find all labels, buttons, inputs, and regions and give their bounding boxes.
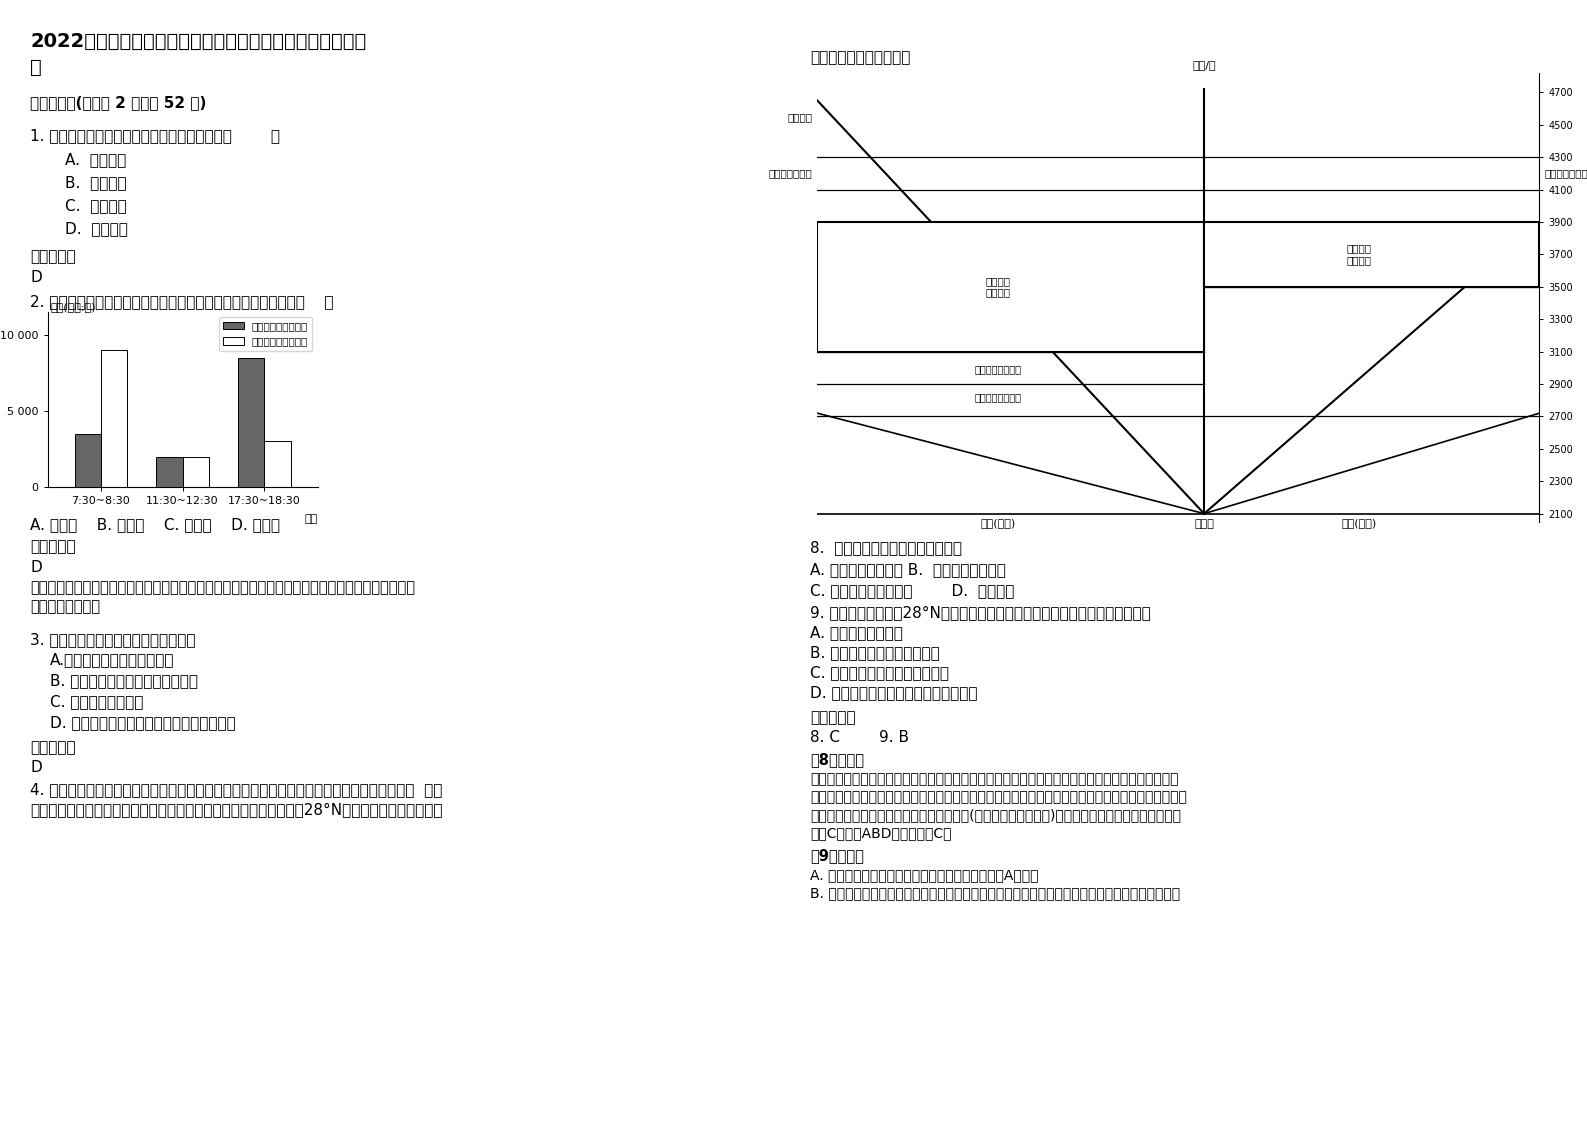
Text: 3. 有关我国气温分布的说法，正确的是: 3. 有关我国气温分布的说法，正确的是 [30, 632, 195, 647]
Text: 根据材料，横断山区出现植被逆向分布情况，常见更替顺序是乔木一灌木一草甸。据图可知，寒温带: 根据材料，横断山区出现植被逆向分布情况，常见更替顺序是乔木一灌木一草甸。据图可知… [809, 772, 1179, 785]
Text: D: D [30, 270, 41, 285]
Text: 8.  该地金沙江畔的自然植被可能是: 8. 该地金沙江畔的自然植被可能是 [809, 540, 962, 554]
Text: A. 海拔高，热量不足: A. 海拔高，热量不足 [809, 625, 903, 640]
Text: 寒温带暗
针叶林带: 寒温带暗 针叶林带 [1346, 243, 1371, 265]
Text: D.  西南季风: D. 西南季风 [65, 221, 129, 236]
Text: 人数(单位:人): 人数(单位:人) [51, 302, 95, 312]
Text: 寒温带暗
针叶林带: 寒温带暗 针叶林带 [986, 276, 1011, 297]
Text: 参考答案：: 参考答案： [30, 249, 76, 264]
Text: 金沙江: 金沙江 [1193, 519, 1214, 530]
Bar [265, 441, 290, 487]
Bar [238, 358, 265, 487]
Legend: 进入本区域的客运量, 离开本区域的客运量: 进入本区域的客运量, 离开本区域的客运量 [219, 318, 313, 351]
Text: D: D [30, 760, 41, 775]
Text: 【9题详解】: 【9题详解】 [809, 848, 863, 863]
Text: C.  西北季风: C. 西北季风 [65, 197, 127, 213]
Text: 及半湿润针叶林带: 及半湿润针叶林带 [974, 392, 1022, 402]
Text: 一、选择题(每小题 2 分，共 52 分): 一、选择题(每小题 2 分，共 52 分) [30, 95, 206, 110]
Text: 2022年福建省南平市来舟中学高二地理上学期期末试题含解: 2022年福建省南平市来舟中学高二地理上学期期末试题含解 [30, 33, 367, 50]
Text: C. 谷底河岸风力强劲，蒸发旺盛: C. 谷底河岸风力强劲，蒸发旺盛 [809, 664, 949, 680]
Text: 海拔/米: 海拔/米 [1192, 59, 1216, 70]
Bar [817, 222, 1205, 351]
Text: 4. 垂直地带性植被的常见更替顺序是乔木一灌木一草甸。但在个别山区却存在植被呈逆向更替  分布: 4. 垂直地带性植被的常见更替顺序是乔木一灌木一草甸。但在个别山区却存在植被呈逆… [30, 782, 443, 797]
Text: 布。读图完成下列小题。: 布。读图完成下列小题。 [809, 50, 911, 65]
Text: D. 远离海洋，深居内陆，水汽难以到达: D. 远离海洋，深居内陆，水汽难以到达 [809, 684, 978, 700]
Text: 2. 下图为某城市某区域日均公交客运量统计图，该区域最可能是（    ）: 2. 下图为某城市某区域日均公交客运量统计图，该区域最可能是（ ） [30, 294, 333, 309]
Text: 亚冰雪带: 亚冰雪带 [787, 112, 813, 121]
Text: 丛，C正确，ABD错误。故选C。: 丛，C正确，ABD错误。故选C。 [809, 826, 952, 839]
Text: A. 金沙江河谷地区，海拔低，气温高，热量充足，A错误；: A. 金沙江河谷地区，海拔低，气温高，热量充足，A错误； [809, 867, 1038, 882]
Text: 8. C        9. B: 8. C 9. B [809, 729, 909, 745]
Text: 1. 对南亚农业和河流汛期有重要影响的季风是（        ）: 1. 对南亚农业和河流汛期有重要影响的季风是（ ） [30, 128, 279, 142]
Text: 暖温带半干旱灌丛: 暖温带半干旱灌丛 [974, 365, 1022, 375]
Text: B.  东南季风: B. 东南季风 [65, 175, 127, 190]
Text: 逆向更替分布的情况，那么谷底金沙江河畔(温度更高、水分更少)最可能分布的是亚热带干旱小叶灌: 逆向更替分布的情况，那么谷底金沙江河畔(温度更高、水分更少)最可能分布的是亚热带… [809, 808, 1181, 821]
Bar [157, 457, 183, 487]
Text: C. 亚热带干旱小叶灌丛        D.  高山草甸: C. 亚热带干旱小叶灌丛 D. 高山草甸 [809, 582, 1014, 598]
Text: A. 游览区    B. 工业区    C. 商业区    D. 居住区: A. 游览区 B. 工业区 C. 商业区 D. 居住区 [30, 517, 279, 532]
Text: 的情况，这种现象成为倒置的垂直地带性。下图为横断山区金沙江（28°N）两岸的植被垂直地带分: 的情况，这种现象成为倒置的垂直地带性。下图为横断山区金沙江（28°N）两岸的植被… [30, 802, 443, 817]
Text: C. 冬季南北温差不大: C. 冬季南北温差不大 [51, 695, 143, 709]
Text: 高寒灌丛草甸带: 高寒灌丛草甸带 [768, 168, 813, 178]
Text: 参考答案：: 参考答案： [30, 539, 76, 554]
Text: A.  东北季风: A. 东北季风 [65, 151, 127, 167]
Text: 时间: 时间 [305, 514, 317, 524]
Bar [75, 434, 102, 487]
Text: 暗针叶林带以下为暖温带半干旱灌丛及及半湿润针叶林带，此为灌丛和针叶林的过渡地带，存在植被呈: 暗针叶林带以下为暖温带半干旱灌丛及及半湿润针叶林带，此为灌丛和针叶林的过渡地带，… [809, 790, 1187, 803]
Text: B. 横断山区金沙江畔出现植被倒置垂直地带性分布，主要是因为该地区山高谷深，山地的背风坡形: B. 横断山区金沙江畔出现植被倒置垂直地带性分布，主要是因为该地区山高谷深，山地… [809, 885, 1181, 900]
Text: 9. 横断山区金沙江（28°N）两岸植被出现倒置垂直地带性分布的最主要原因是: 9. 横断山区金沙江（28°N）两岸植被出现倒置垂直地带性分布的最主要原因是 [809, 605, 1151, 619]
Text: A.夏季气温最低的地方是漠河: A.夏季气温最低的地方是漠河 [51, 652, 175, 666]
Text: D: D [30, 560, 41, 574]
Text: 析: 析 [30, 58, 41, 77]
Text: 参考答案：: 参考答案： [809, 710, 855, 725]
Text: 高寒灌丛草甸带: 高寒灌丛草甸带 [1544, 168, 1587, 178]
Bar [1205, 222, 1539, 287]
Bar [183, 457, 209, 487]
Bar [102, 350, 127, 487]
Text: A. 中温带落叶阔叶林 B.  亚热带常绿阔叶林: A. 中温带落叶阔叶林 B. 亚热带常绿阔叶林 [809, 562, 1006, 577]
Text: 西岸(阴坡): 西岸(阴坡) [981, 517, 1016, 527]
Text: 点可知为居住区。: 点可知为居住区。 [30, 599, 100, 614]
Text: 东岸(阳坡): 东岸(阳坡) [1341, 517, 1376, 527]
Text: B. 冬季气温最低的地方在青藏高原: B. 冬季气温最低的地方在青藏高原 [51, 673, 198, 688]
Text: 参考答案：: 参考答案： [30, 741, 76, 755]
Text: D. 影响我国气温分布的主要因素是纬度位置: D. 影响我国气温分布的主要因素是纬度位置 [51, 715, 236, 730]
Text: 由图可知，早上离开该区域的客运量大，而晚上进入本区域的客运量大，结合各功能区的人口流动特: 由图可知，早上离开该区域的客运量大，而晚上进入本区域的客运量大，结合各功能区的人… [30, 580, 414, 595]
Text: 【8题详解】: 【8题详解】 [809, 752, 863, 766]
Text: B. 受地形影响，出现焚风效应: B. 受地形影响，出现焚风效应 [809, 645, 940, 660]
